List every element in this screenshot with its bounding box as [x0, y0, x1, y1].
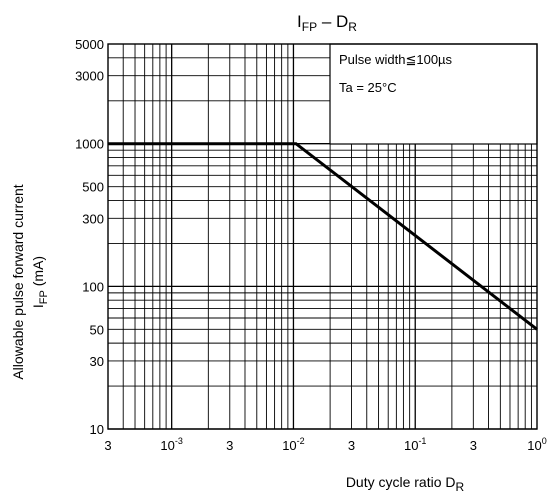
x-tick-label: 3 [226, 438, 233, 453]
y-tick-label: 300 [82, 211, 104, 226]
y-tick-label: 1000 [75, 137, 104, 152]
y-axis-label-line2: IFP (mA) [30, 256, 50, 308]
x-tick-label: 3 [348, 438, 355, 453]
y-tick-label: 30 [90, 354, 104, 369]
annotation-ambient-temp: Ta = 25°C [339, 80, 397, 95]
plot-frame [107, 43, 538, 430]
x-tick-label: 10-2 [282, 436, 304, 453]
x-tick-label: 100 [527, 436, 546, 453]
annotation-pulse-width: Pulse width≦100µs [339, 52, 453, 67]
x-tick-label: 10-3 [160, 436, 182, 453]
x-axis-label: Duty cycle ratio DR [346, 474, 465, 494]
x-tick-label: 3 [470, 438, 477, 453]
x-tick-label: 10-1 [404, 436, 426, 453]
chart-title: IFP – DR [297, 12, 357, 34]
annotation-box [329, 43, 538, 145]
y-tick-label: 3000 [75, 69, 104, 84]
y-tick-label: 500 [82, 180, 104, 195]
y-tick-labels: 10 30 50 100 300 500 1000 3000 5000 [75, 37, 104, 437]
y-tick-label: 5000 [75, 37, 104, 52]
series-line [108, 142, 538, 331]
x-tick-label: 3 [104, 438, 111, 453]
y-tick-label: 10 [90, 422, 104, 437]
y-tick-label: 100 [82, 279, 104, 294]
y-tick-label: 50 [90, 322, 104, 337]
x-tick-labels: 3 10-3 3 10-2 3 10-1 3 100 [104, 436, 546, 453]
y-axis-label-line1: Allowable pulse forward current [10, 184, 26, 379]
y-axis-label: Allowable pulse forward current IFP (mA) [10, 184, 50, 379]
minor-grid [107, 43, 537, 429]
